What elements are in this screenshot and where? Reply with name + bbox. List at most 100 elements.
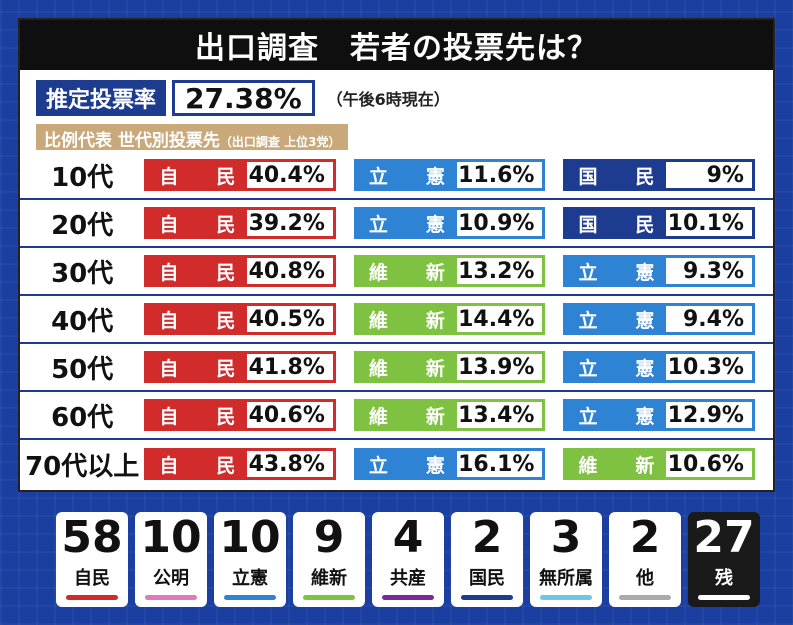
party-char-1: 自 bbox=[159, 357, 179, 380]
seat-card: 4 共産 bbox=[372, 512, 444, 607]
party-percentage: 40.5% bbox=[247, 306, 333, 332]
party-char-1: 自 bbox=[159, 165, 179, 188]
party-char-2: 民 bbox=[216, 357, 236, 380]
party-color-bar bbox=[145, 595, 197, 600]
turnout-value: 27.38% bbox=[172, 80, 315, 116]
party-char-1: 自 bbox=[159, 405, 179, 428]
turnout-row: 推定投票率 27.38% （午後6時現在） bbox=[20, 76, 773, 120]
party-percentage: 13.9% bbox=[456, 354, 543, 380]
party-name: 自民 bbox=[147, 451, 248, 477]
party-char-2: 民 bbox=[216, 405, 236, 428]
party-result: 立憲 10.9% bbox=[353, 207, 546, 239]
party-char-1: 維 bbox=[368, 405, 388, 428]
party-name: 立憲 bbox=[566, 306, 667, 332]
party-name: 自民 bbox=[147, 402, 248, 428]
seat-count: 58 bbox=[61, 512, 123, 563]
age-label: 50代 bbox=[51, 354, 114, 385]
party-char-2: 民 bbox=[216, 213, 236, 236]
seat-card: 3 無所属 bbox=[530, 512, 602, 607]
party-char-2: 新 bbox=[425, 405, 445, 428]
party-name: 維新 bbox=[356, 306, 457, 332]
party-percentage: 40.4% bbox=[247, 162, 333, 188]
party-percentage: 40.6% bbox=[247, 402, 333, 428]
party-percentage: 10.9% bbox=[456, 210, 543, 236]
party-result: 自 民 40.4% bbox=[144, 159, 336, 191]
age-row: 10代 自 民 40.4% 立憲 11.6% 国民 9% bbox=[20, 152, 773, 200]
seat-card: 9 維新 bbox=[293, 512, 365, 607]
party-char-2: 民 bbox=[216, 454, 236, 477]
party-char-1: 維 bbox=[578, 454, 598, 477]
party-char-2: 新 bbox=[425, 309, 445, 332]
age-row: 70代以上自民 43.8% 立憲 16.1% 維新 10.6% bbox=[20, 440, 773, 488]
breakdown-header: 比例代表 世代別投票先（出口調査 上位3党） bbox=[36, 124, 349, 151]
breakdown-subtitle: （出口調査 上位3党） bbox=[219, 135, 341, 149]
party-char-2: 憲 bbox=[635, 309, 655, 332]
party-result: 立憲 12.9% bbox=[563, 399, 755, 431]
party-char-1: 自 bbox=[159, 213, 179, 236]
breakdown-title: 比例代表 世代別投票先 bbox=[44, 131, 220, 151]
age-row: 20代 自 民 39.2% 立憲 10.9% 国民 10.1% bbox=[20, 200, 773, 248]
party-result: 国民 10.1% bbox=[563, 207, 755, 239]
age-label: 60代 bbox=[51, 402, 114, 433]
party-char-2: 民 bbox=[216, 165, 236, 188]
party-percentage: 9.3% bbox=[666, 258, 752, 284]
party-char-2: 憲 bbox=[635, 357, 655, 380]
party-result: 立憲 11.6% bbox=[353, 159, 546, 191]
party-char-2: 新 bbox=[425, 357, 445, 380]
age-row: 60代自民 40.6% 維新 13.4% 立憲 12.9% bbox=[20, 392, 773, 440]
turnout-label: 推定投票率 bbox=[36, 80, 167, 116]
page-title: 出口調査 若者の投票先は？ bbox=[20, 20, 773, 70]
party-char-2: 憲 bbox=[425, 454, 445, 477]
party-result: 自民 43.8% bbox=[144, 448, 336, 480]
party-name: 立憲 bbox=[566, 258, 667, 284]
party-percentage: 10.1% bbox=[666, 210, 752, 236]
party-result: 維新 10.6% bbox=[563, 448, 755, 480]
party-percentage: 39.2% bbox=[247, 210, 333, 236]
party-color-bar bbox=[224, 595, 276, 600]
party-result: 維新 14.4% bbox=[353, 303, 546, 335]
seat-count: 3 bbox=[550, 512, 582, 563]
age-label: 10代 bbox=[51, 162, 114, 193]
age-row: 30代自民 40.8% 維新 13.2% 立憲 9.3% bbox=[20, 248, 773, 296]
seat-tally: 58 自民 10 公明 10 立憲 9 維新 4 共産 2 国民 3 無所属 2 他 27 残 bbox=[56, 512, 760, 607]
party-result: 自 民 39.2% bbox=[144, 207, 336, 239]
age-label: 70代以上 bbox=[25, 451, 140, 482]
seat-count: 9 bbox=[313, 512, 345, 563]
seat-card: 27 残 bbox=[688, 512, 760, 607]
party-percentage: 9.4% bbox=[666, 306, 752, 332]
seat-count: 4 bbox=[392, 512, 424, 563]
party-percentage: 9% bbox=[666, 162, 752, 188]
party-result: 自民 40.5% bbox=[144, 303, 336, 335]
party-color-bar bbox=[66, 595, 118, 600]
party-percentage: 43.8% bbox=[247, 451, 333, 477]
seat-count: 10 bbox=[140, 512, 202, 563]
party-name: 維新 bbox=[356, 354, 457, 380]
party-char-1: 立 bbox=[368, 213, 388, 236]
party-char-1: 自 bbox=[159, 454, 179, 477]
party-percentage: 13.2% bbox=[456, 258, 543, 284]
party-result: 立憲 10.3% bbox=[563, 351, 755, 383]
seat-party-name: 維新 bbox=[311, 568, 347, 589]
party-result: 維新 13.2% bbox=[353, 255, 546, 287]
party-char-2: 民 bbox=[216, 309, 236, 332]
seat-party-name: 立憲 bbox=[232, 568, 268, 589]
seat-count: 2 bbox=[471, 512, 503, 563]
party-char-2: 民 bbox=[216, 261, 236, 284]
age-label: 20代 bbox=[51, 210, 114, 241]
age-row: 50代自民 41.8% 維新 13.9% 立憲 10.3% bbox=[20, 344, 773, 392]
seat-party-name: 国民 bbox=[469, 568, 505, 589]
age-row: 40代自民 40.5% 維新 14.4% 立憲 9.4% bbox=[20, 296, 773, 344]
party-result: 維新 13.9% bbox=[353, 351, 546, 383]
exit-poll-board: 出口調査 若者の投票先は？ 推定投票率 27.38% （午後6時現在） 比例代表… bbox=[18, 18, 775, 492]
party-char-1: 維 bbox=[368, 309, 388, 332]
party-color-bar bbox=[619, 595, 671, 600]
party-name: 自民 bbox=[147, 306, 248, 332]
party-char-1: 立 bbox=[578, 405, 598, 428]
party-color-bar bbox=[540, 595, 592, 600]
party-char-1: 自 bbox=[159, 309, 179, 332]
party-name: 自民 bbox=[147, 354, 248, 380]
party-name: 国民 bbox=[566, 162, 667, 188]
party-percentage: 41.8% bbox=[247, 354, 333, 380]
party-char-1: 国 bbox=[578, 165, 598, 188]
party-color-bar bbox=[461, 595, 513, 600]
